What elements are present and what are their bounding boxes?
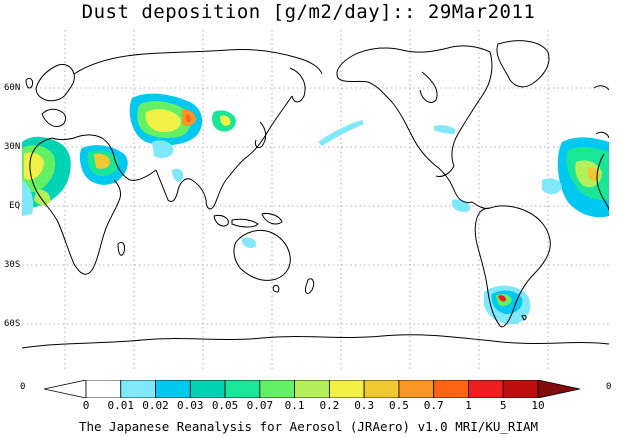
lat-label-60s: 60S	[4, 319, 21, 329]
colorbar-label: 0	[82, 399, 90, 412]
colorbar-cell	[502, 380, 539, 398]
colorbar-cell	[294, 380, 330, 398]
colorbar-cell	[224, 380, 261, 398]
colorbar-cell	[468, 380, 504, 398]
colorbar-cell	[433, 380, 469, 398]
lat-label-30s: 30S	[4, 260, 21, 270]
lat-label-60n: 60N	[4, 83, 21, 93]
colorbar-cell	[120, 380, 156, 398]
colorbar-cell-low	[44, 380, 87, 398]
colorbar-label: 1	[465, 399, 472, 412]
graticule	[22, 30, 609, 372]
colorbar-cell	[363, 380, 400, 398]
colorbar-edge-right: 0	[606, 382, 612, 392]
colorbar	[44, 380, 580, 398]
colorbar-label: 0.7	[423, 399, 444, 412]
lat-label-eq: EQ	[9, 201, 20, 211]
colorbar-cell-high	[537, 380, 580, 398]
colorbar-label: 0.05	[211, 399, 239, 412]
colorbar-label: 10	[531, 399, 545, 412]
world-map	[22, 30, 609, 372]
colorbar-label: 0.3	[354, 399, 375, 412]
coastlines	[22, 40, 609, 349]
colorbar-label: 0.1	[284, 399, 305, 412]
colorbar-cell	[85, 380, 122, 398]
colorbar-cell	[189, 380, 226, 398]
map-title: Dust deposition [g/m2/day]:: 29Mar2011	[81, 1, 536, 23]
credit-line: The Japanese Reanalysis for Aerosol (JRA…	[78, 419, 539, 434]
colorbar-cell	[259, 380, 296, 398]
colorbar-label: 0.03	[177, 399, 204, 412]
colorbar-label: 0.5	[388, 399, 409, 412]
colorbar-label: 0.02	[142, 399, 169, 412]
colorbar-edge-left: 0	[20, 382, 26, 392]
colorbar-label: 0.01	[107, 399, 135, 412]
colorbar-label: 0.07	[246, 399, 274, 412]
colorbar-cells	[44, 380, 580, 398]
colorbar-label: 0.2	[319, 399, 340, 412]
colorbar-cell	[155, 380, 191, 398]
colorbar-cell	[398, 380, 435, 398]
colorbar-label: 5	[499, 399, 507, 412]
colorbar-cell	[328, 380, 365, 398]
lat-label-30n: 30N	[4, 142, 21, 152]
